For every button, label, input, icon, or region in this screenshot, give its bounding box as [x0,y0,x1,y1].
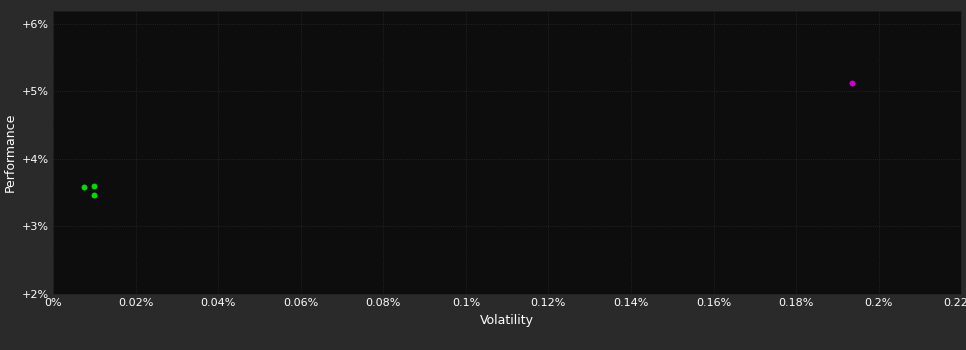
X-axis label: Volatility: Volatility [480,314,534,327]
Point [844,80,860,85]
Y-axis label: Performance: Performance [3,113,16,192]
Point [87,183,102,189]
Point [87,192,102,197]
Point [76,184,92,190]
